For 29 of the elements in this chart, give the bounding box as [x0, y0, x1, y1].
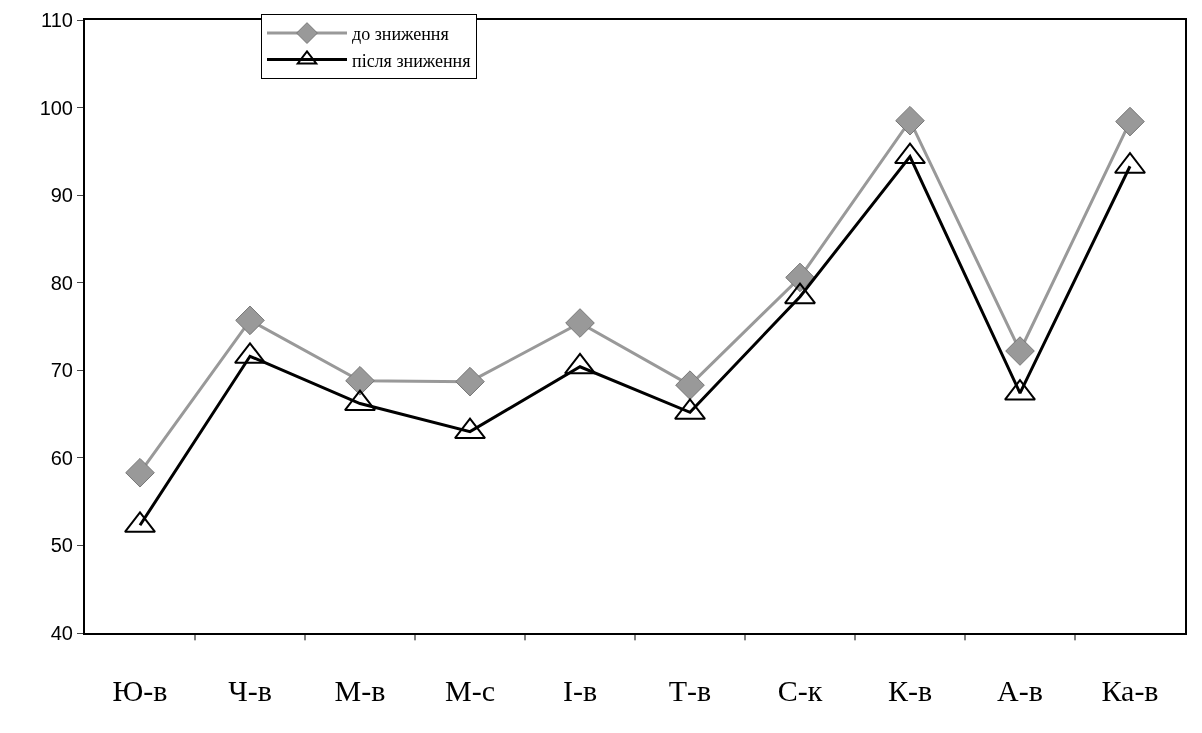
x-tick-label: М-с	[445, 674, 495, 707]
point	[235, 305, 265, 336]
y-tick-label: 100	[39, 96, 73, 119]
x-tick-label: М-в	[334, 674, 386, 707]
point	[895, 105, 925, 136]
x-tick-label: А-в	[997, 674, 1043, 707]
point	[345, 365, 375, 396]
y-tick-label: 70	[50, 359, 73, 382]
x-tick-label: Ч-в	[228, 674, 272, 707]
x-tick-label: К-в	[887, 674, 933, 707]
point	[565, 308, 595, 338]
point	[1005, 336, 1035, 366]
y-tick-label: 90	[50, 184, 73, 207]
x-tick-label: І-в	[562, 674, 598, 707]
y-tick-label: 60	[50, 446, 73, 469]
y-tick-label: 110	[41, 9, 73, 31]
y-tick-label: 80	[50, 271, 73, 294]
x-tick-label: С-к	[777, 674, 823, 707]
point	[785, 262, 815, 293]
y-tick-label: 40	[50, 622, 73, 644]
point	[1115, 106, 1145, 137]
point	[455, 366, 485, 397]
point	[675, 370, 705, 400]
x-tick-label: Ка-в	[1101, 674, 1159, 707]
legend-label: після зниження	[352, 50, 471, 71]
x-tick-label: Т-в	[668, 674, 712, 707]
legend-label: до зниження	[352, 24, 449, 45]
x-tick-label: Ю-в	[112, 674, 168, 707]
y-tick-label: 50	[50, 534, 73, 557]
